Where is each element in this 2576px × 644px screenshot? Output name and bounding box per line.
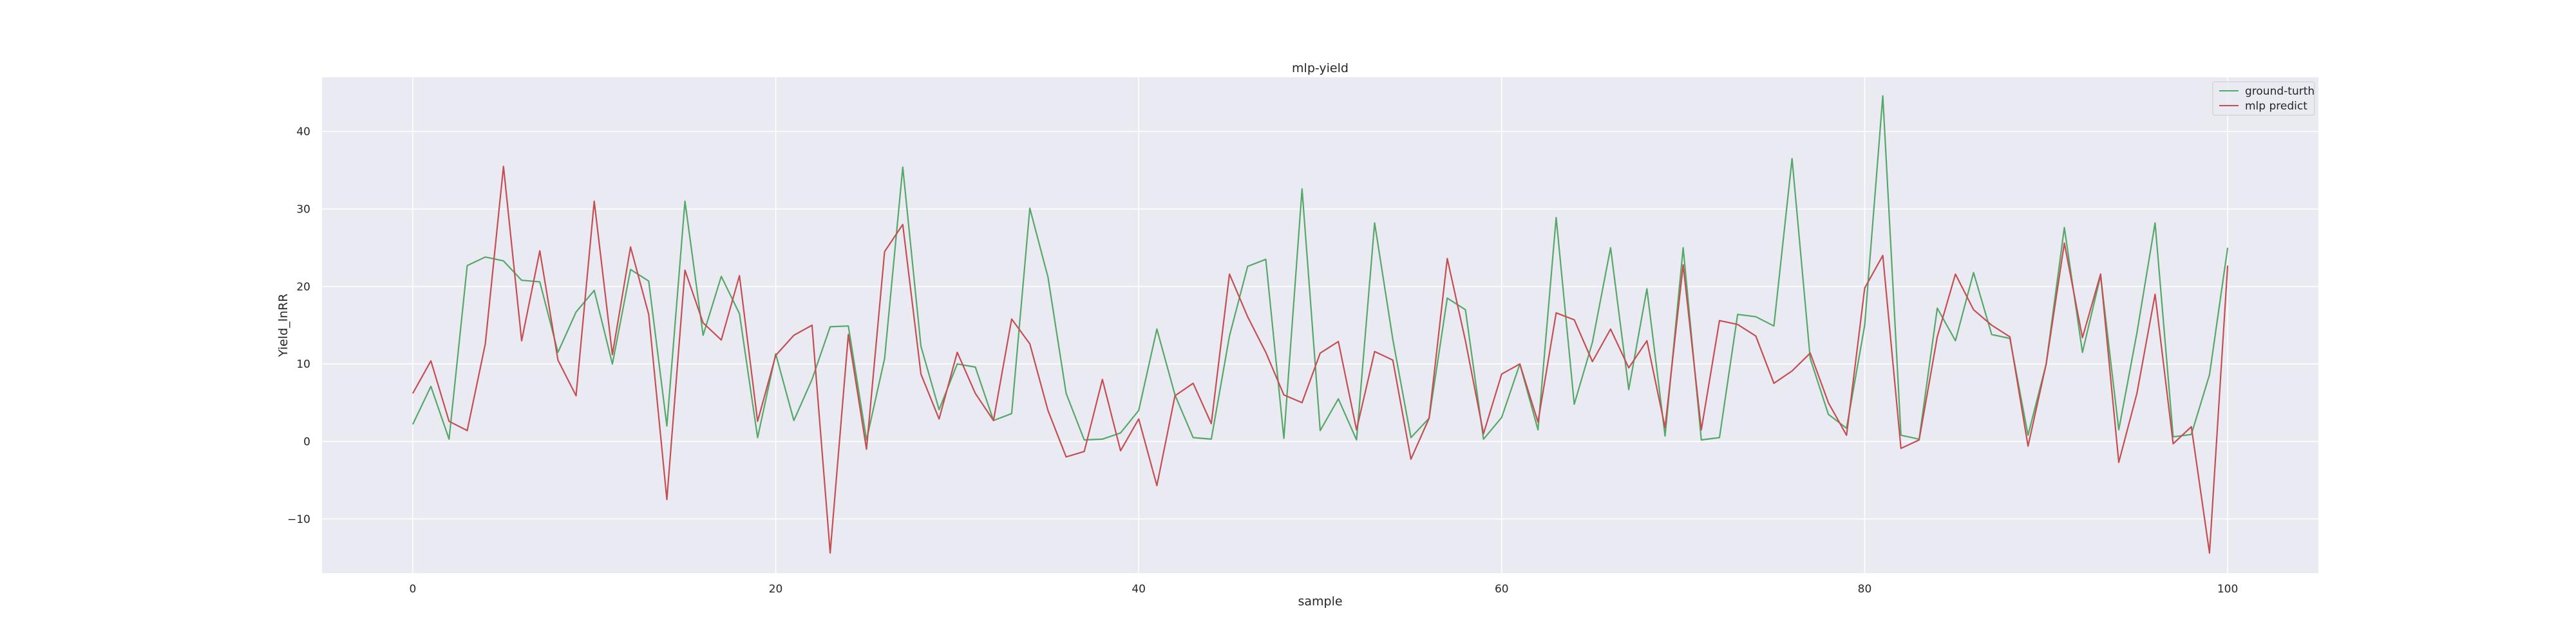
legend: ground-turth mlp predict <box>2212 81 2315 116</box>
grid-lines <box>322 77 2318 573</box>
x-axis-label: sample <box>1298 594 1342 609</box>
x-tick-label: 100 <box>2217 583 2238 596</box>
series-lines <box>412 95 2229 554</box>
x-tick-labels: 0 20 40 60 80 100 <box>409 583 2238 596</box>
x-tick-label: 20 <box>769 583 783 596</box>
chart-title: mlp-yield <box>1292 61 1349 75</box>
plot-background <box>322 77 2318 573</box>
y-tick-label: 20 <box>296 281 310 294</box>
x-tick-label: 60 <box>1495 583 1509 596</box>
x-tick-label: 80 <box>1858 583 1872 596</box>
y-tick-label: 10 <box>296 358 310 371</box>
x-tick-label: 0 <box>409 583 416 596</box>
legend-label-ground-turth: ground-turth <box>2245 85 2315 98</box>
y-axis-label: Yield_lnRR <box>276 294 290 357</box>
x-tick-label: 40 <box>1132 583 1146 596</box>
series-line-mlp-predict <box>412 166 2229 554</box>
y-tick-label: 30 <box>296 204 310 216</box>
y-tick-label: 40 <box>296 126 310 138</box>
y-tick-label: −10 <box>287 513 310 526</box>
legend-label-mlp-predict: mlp predict <box>2245 100 2307 113</box>
series-line-ground-turth <box>412 95 2229 441</box>
y-tick-label: 0 <box>303 435 310 448</box>
y-tick-labels: −10 0 10 20 30 40 <box>287 126 310 526</box>
